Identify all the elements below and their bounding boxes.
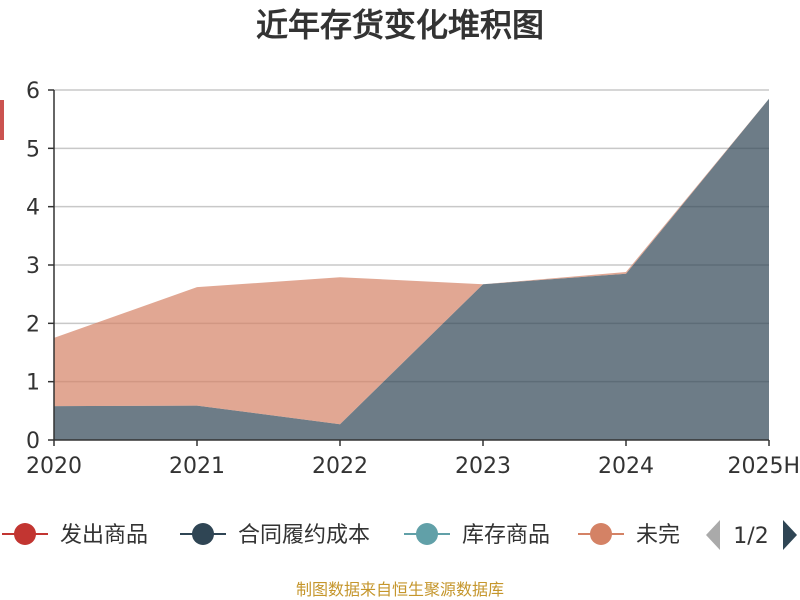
legend-label: 库存商品 — [462, 523, 550, 548]
x-tick-label: 2023 — [455, 454, 511, 479]
x-tick-label: 2022 — [312, 454, 368, 479]
y-tick-label: 1 — [26, 371, 40, 396]
legend: 发出商品 合同履约成本 库存商品 未完 — [2, 523, 680, 548]
y-axis-label-fragment — [0, 100, 4, 140]
legend-marker — [14, 523, 36, 545]
legend-marker — [192, 523, 214, 545]
legend-pager: 1/2 — [706, 520, 797, 550]
y-tick-label: 0 — [26, 429, 40, 454]
legend-item[interactable]: 发出商品 — [2, 523, 148, 548]
x-axis-ticks: 2020 2021 2022 2023 2024 2025H — [26, 440, 800, 479]
legend-next-icon[interactable] — [783, 520, 797, 550]
legend-marker — [590, 523, 612, 545]
y-tick-label: 5 — [26, 137, 40, 162]
legend-label: 发出商品 — [60, 523, 148, 548]
chart-title: 近年存货变化堆积图 — [256, 6, 544, 44]
y-tick-label: 3 — [26, 254, 40, 279]
legend-label: 未完 — [636, 523, 680, 548]
y-tick-label: 4 — [26, 196, 40, 221]
y-tick-label: 2 — [26, 312, 40, 337]
series-area — [54, 98, 769, 425]
y-tick-label: 6 — [26, 79, 40, 104]
x-tick-label: 2025H — [727, 454, 800, 479]
data-source: 制图数据来自恒生聚源数据库 — [296, 580, 504, 599]
y-axis-ticks: 0 1 2 3 4 5 6 — [26, 79, 54, 454]
legend-prev-icon[interactable] — [706, 520, 720, 550]
series-area — [54, 98, 769, 440]
x-tick-label: 2020 — [26, 454, 82, 479]
legend-page-indicator: 1/2 — [733, 524, 768, 549]
x-tick-label: 2021 — [169, 454, 225, 479]
legend-item[interactable]: 库存商品 — [404, 523, 550, 548]
legend-label: 合同履约成本 — [238, 523, 370, 548]
legend-item[interactable]: 未完 — [578, 523, 680, 548]
legend-item[interactable]: 合同履约成本 — [180, 523, 370, 548]
x-tick-label: 2024 — [598, 454, 654, 479]
series-areas — [54, 98, 769, 440]
legend-marker — [416, 523, 438, 545]
